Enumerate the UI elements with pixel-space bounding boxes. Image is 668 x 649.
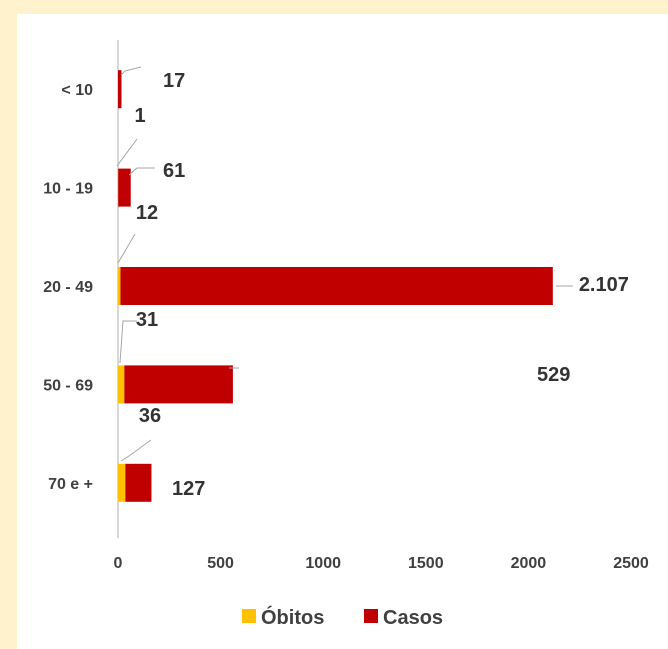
category-label: 10 - 19 [43, 181, 93, 198]
leader-line [120, 439, 152, 462]
bar-casos [120, 267, 553, 305]
bar-chart: 0 500 1000 1500 2000 2500 < 10 10 - 19 20 - 49 50… [43, 40, 649, 629]
x-tick-label: 2500 [613, 555, 649, 572]
legend-swatch-obitos [242, 609, 256, 623]
bar-obitos [118, 365, 125, 404]
bar-obitos [118, 463, 126, 502]
data-label-casos: 2.107 [579, 274, 629, 296]
data-label-casos: 127 [172, 478, 205, 500]
data-label-obitos: 36 [139, 405, 161, 427]
data-label-casos: 529 [537, 364, 570, 386]
leader-line [128, 167, 155, 176]
category-label: 20 - 49 [43, 279, 93, 296]
category-label: 50 - 69 [43, 377, 93, 394]
bar-obitos [118, 267, 121, 305]
x-tick-label: 500 [207, 555, 234, 572]
chart-card: 0 500 1000 1500 2000 2500 < 10 10 - 19 20 - 49 50… [17, 14, 668, 649]
category-label: < 10 [61, 82, 93, 99]
bar-casos [118, 168, 131, 207]
legend-swatch-casos [364, 609, 378, 623]
data-label-casos: 61 [163, 160, 185, 182]
leader-line [120, 66, 142, 76]
leader-line [119, 320, 137, 364]
x-tick-label: 0 [114, 555, 123, 572]
category-label: 70 e + [48, 476, 93, 493]
data-label-obitos: 1 [134, 105, 145, 127]
x-tick-label: 2000 [511, 555, 547, 572]
x-tick-label: 1500 [408, 555, 444, 572]
x-tick-label: 1000 [305, 555, 341, 572]
leader-line [116, 138, 138, 167]
leader-line [117, 233, 136, 264]
bar-casos [118, 70, 122, 109]
bar-casos [124, 365, 233, 404]
data-label-casos: 17 [163, 70, 185, 92]
bar-casos [125, 463, 152, 502]
data-label-obitos: 31 [136, 309, 158, 331]
legend-label-casos: Casos [383, 607, 443, 629]
legend-label-obitos: Óbitos [261, 605, 324, 629]
data-label-obitos: 12 [136, 202, 158, 224]
